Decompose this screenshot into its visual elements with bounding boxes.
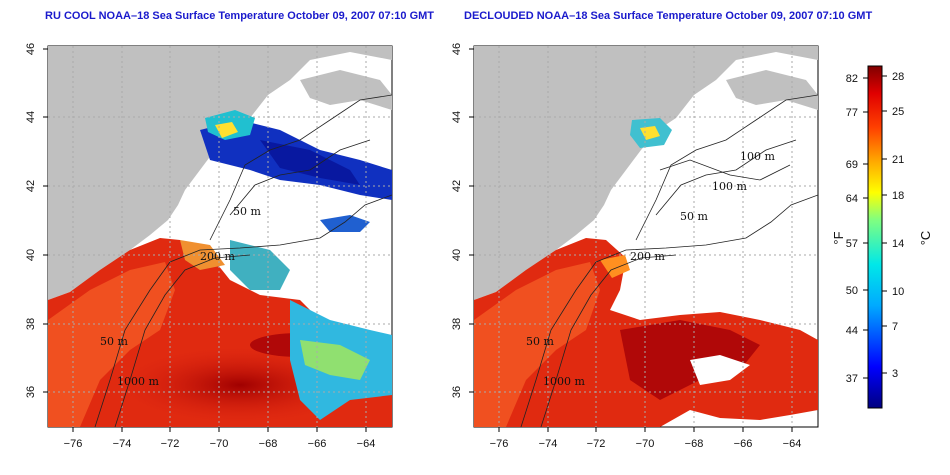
x-tick-label: −66 [308,438,327,450]
colorbar-c-tick: 3 [892,368,898,380]
y-tick-label: 44 [25,111,37,123]
contour-label: 1000 m [543,375,585,388]
colorbar-c-tick: 25 [892,106,904,118]
x-tick-label: −76 [490,438,509,450]
colorbar-f-tick: 77 [846,107,858,119]
x-tick-label: −68 [259,438,278,450]
colorbar-f-tick: 82 [846,73,858,85]
y-tick-label: 44 [451,111,463,123]
right-map: 100 m 100 m 50 m 200 m 50 m 1000 m −76 −… [451,43,819,450]
colorbar-c-tick: 14 [892,238,904,250]
x-tick-label: −66 [734,438,753,450]
colorbar-c-tick: 21 [892,154,904,166]
contour-label: 200 m [630,250,665,263]
y-tick-label: 46 [25,43,37,55]
x-tick-label: −64 [783,438,802,450]
colorbar-f-tick: 69 [846,159,858,171]
contour-label: 100 m [740,150,775,163]
colorbar-c-tick: 28 [892,71,904,83]
y-tick-label: 38 [451,318,463,330]
contour-label: 100 m [712,180,747,193]
land-mass [474,46,818,300]
y-tick-label: 40 [451,249,463,261]
x-tick-label: −74 [113,438,132,450]
celsius-unit-label: °C [918,231,933,246]
colorbar-f-tick: 57 [846,238,858,250]
colorbar-f-tick: 64 [846,193,858,205]
colorbar-f-tick: 50 [846,285,858,297]
fahrenheit-unit-label: °F [831,231,846,244]
contour-label: 1000 m [117,375,159,388]
y-tick-label: 40 [25,249,37,261]
right-map-title: DECLOUDED NOAA–18 Sea Surface Temperatur… [464,10,873,22]
colorbar-f-tick: 37 [846,373,858,385]
y-tick-label: 36 [451,386,463,398]
x-tick-label: −70 [210,438,229,450]
left-map-title: RU COOL NOAA–18 Sea Surface Temperature … [45,10,435,22]
land-patch [300,70,392,110]
y-tick-label: 36 [25,386,37,398]
x-tick-label: −70 [636,438,655,450]
contour-label: 200 m [200,250,235,263]
left-map: 50 m 200 m 50 m 1000 m −76 −74 −72 −70 −… [25,43,393,450]
land-mass [48,46,392,300]
colorbar-c-tick: 10 [892,286,904,298]
y-tick-label: 38 [25,318,37,330]
y-tick-label: 46 [451,43,463,55]
x-tick-label: −72 [161,438,180,450]
contour-label: 50 m [526,335,554,348]
x-tick-label: −64 [357,438,376,450]
x-tick-label: −74 [539,438,558,450]
colorbar: 82 77 69 64 57 50 44 37 28 25 21 18 14 1… [831,65,933,409]
land-patch [726,70,818,110]
y-tick-label: 42 [25,180,37,192]
colorbar-c-tick: 7 [892,321,898,333]
contour-label: 50 m [233,205,261,218]
y-tick-label: 42 [451,180,463,192]
contour-label: 50 m [680,210,708,223]
contour-label: 50 m [100,335,128,348]
x-tick-label: −68 [685,438,704,450]
x-tick-label: −76 [64,438,83,450]
x-tick-label: −72 [587,438,606,450]
colorbar-c-tick: 18 [892,190,904,202]
colorbar-f-tick: 44 [846,325,858,337]
